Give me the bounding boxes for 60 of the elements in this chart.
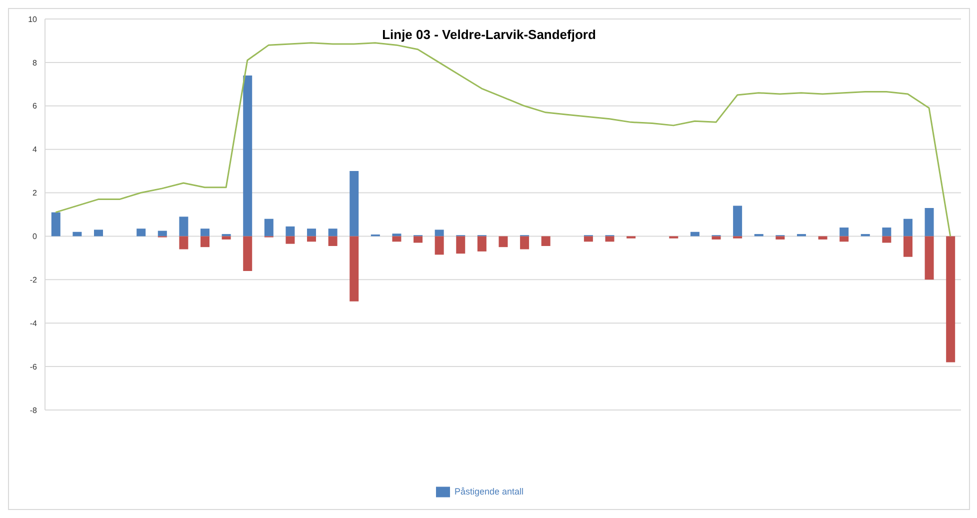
bar [286,226,295,236]
bar [392,234,402,236]
bar [840,236,849,242]
bar [498,236,508,248]
bar [350,236,359,302]
bar [307,236,316,242]
bar [690,232,700,236]
bar [286,236,295,244]
bar [818,236,828,240]
bar [414,236,423,243]
bar [924,208,934,236]
bar [946,236,956,362]
bar [158,230,167,236]
bar [456,236,466,254]
bar [200,236,210,248]
bar [222,236,231,240]
bar [328,228,338,236]
bar [328,236,338,246]
bar [840,228,849,236]
y-tick-label: 8 [32,58,38,68]
y-tick-label: -4 [30,318,38,328]
y-tick-label: -6 [30,362,38,372]
bar [903,236,912,257]
bar [350,171,359,236]
y-tick-label: -8 [30,406,38,415]
bar [264,218,274,236]
bar [903,218,912,236]
bar [882,228,892,236]
bar [477,236,486,252]
bar [733,206,742,236]
bar [541,236,550,246]
y-tick-label: 6 [32,102,38,111]
y-tick-label: 10 [28,14,38,24]
bar [72,232,82,236]
bar [584,236,593,242]
line-series [54,42,952,237]
legend-label: Påstigende antall [454,486,524,496]
text: Linje 03 - Veldre-Larvik-Sandefjord [381,27,597,42]
y-tick-label: 0 [32,232,38,242]
bar [243,75,252,236]
bar [94,230,103,236]
y-tick-label: -2 [30,276,38,285]
bar [51,212,60,236]
bar [243,236,252,271]
bar [712,236,721,240]
y-tick-label: 2 [32,188,38,198]
bar [924,236,934,280]
bar [882,236,892,243]
y-tick-label: 4 [32,145,38,154]
bar [776,236,785,240]
bar [605,236,614,242]
bar [434,236,444,255]
bar [179,216,188,236]
bar [520,236,530,250]
bar [200,228,210,236]
bar [307,228,316,236]
bar [179,236,188,250]
bar [434,230,444,236]
bar [392,236,402,242]
bar [136,228,146,236]
